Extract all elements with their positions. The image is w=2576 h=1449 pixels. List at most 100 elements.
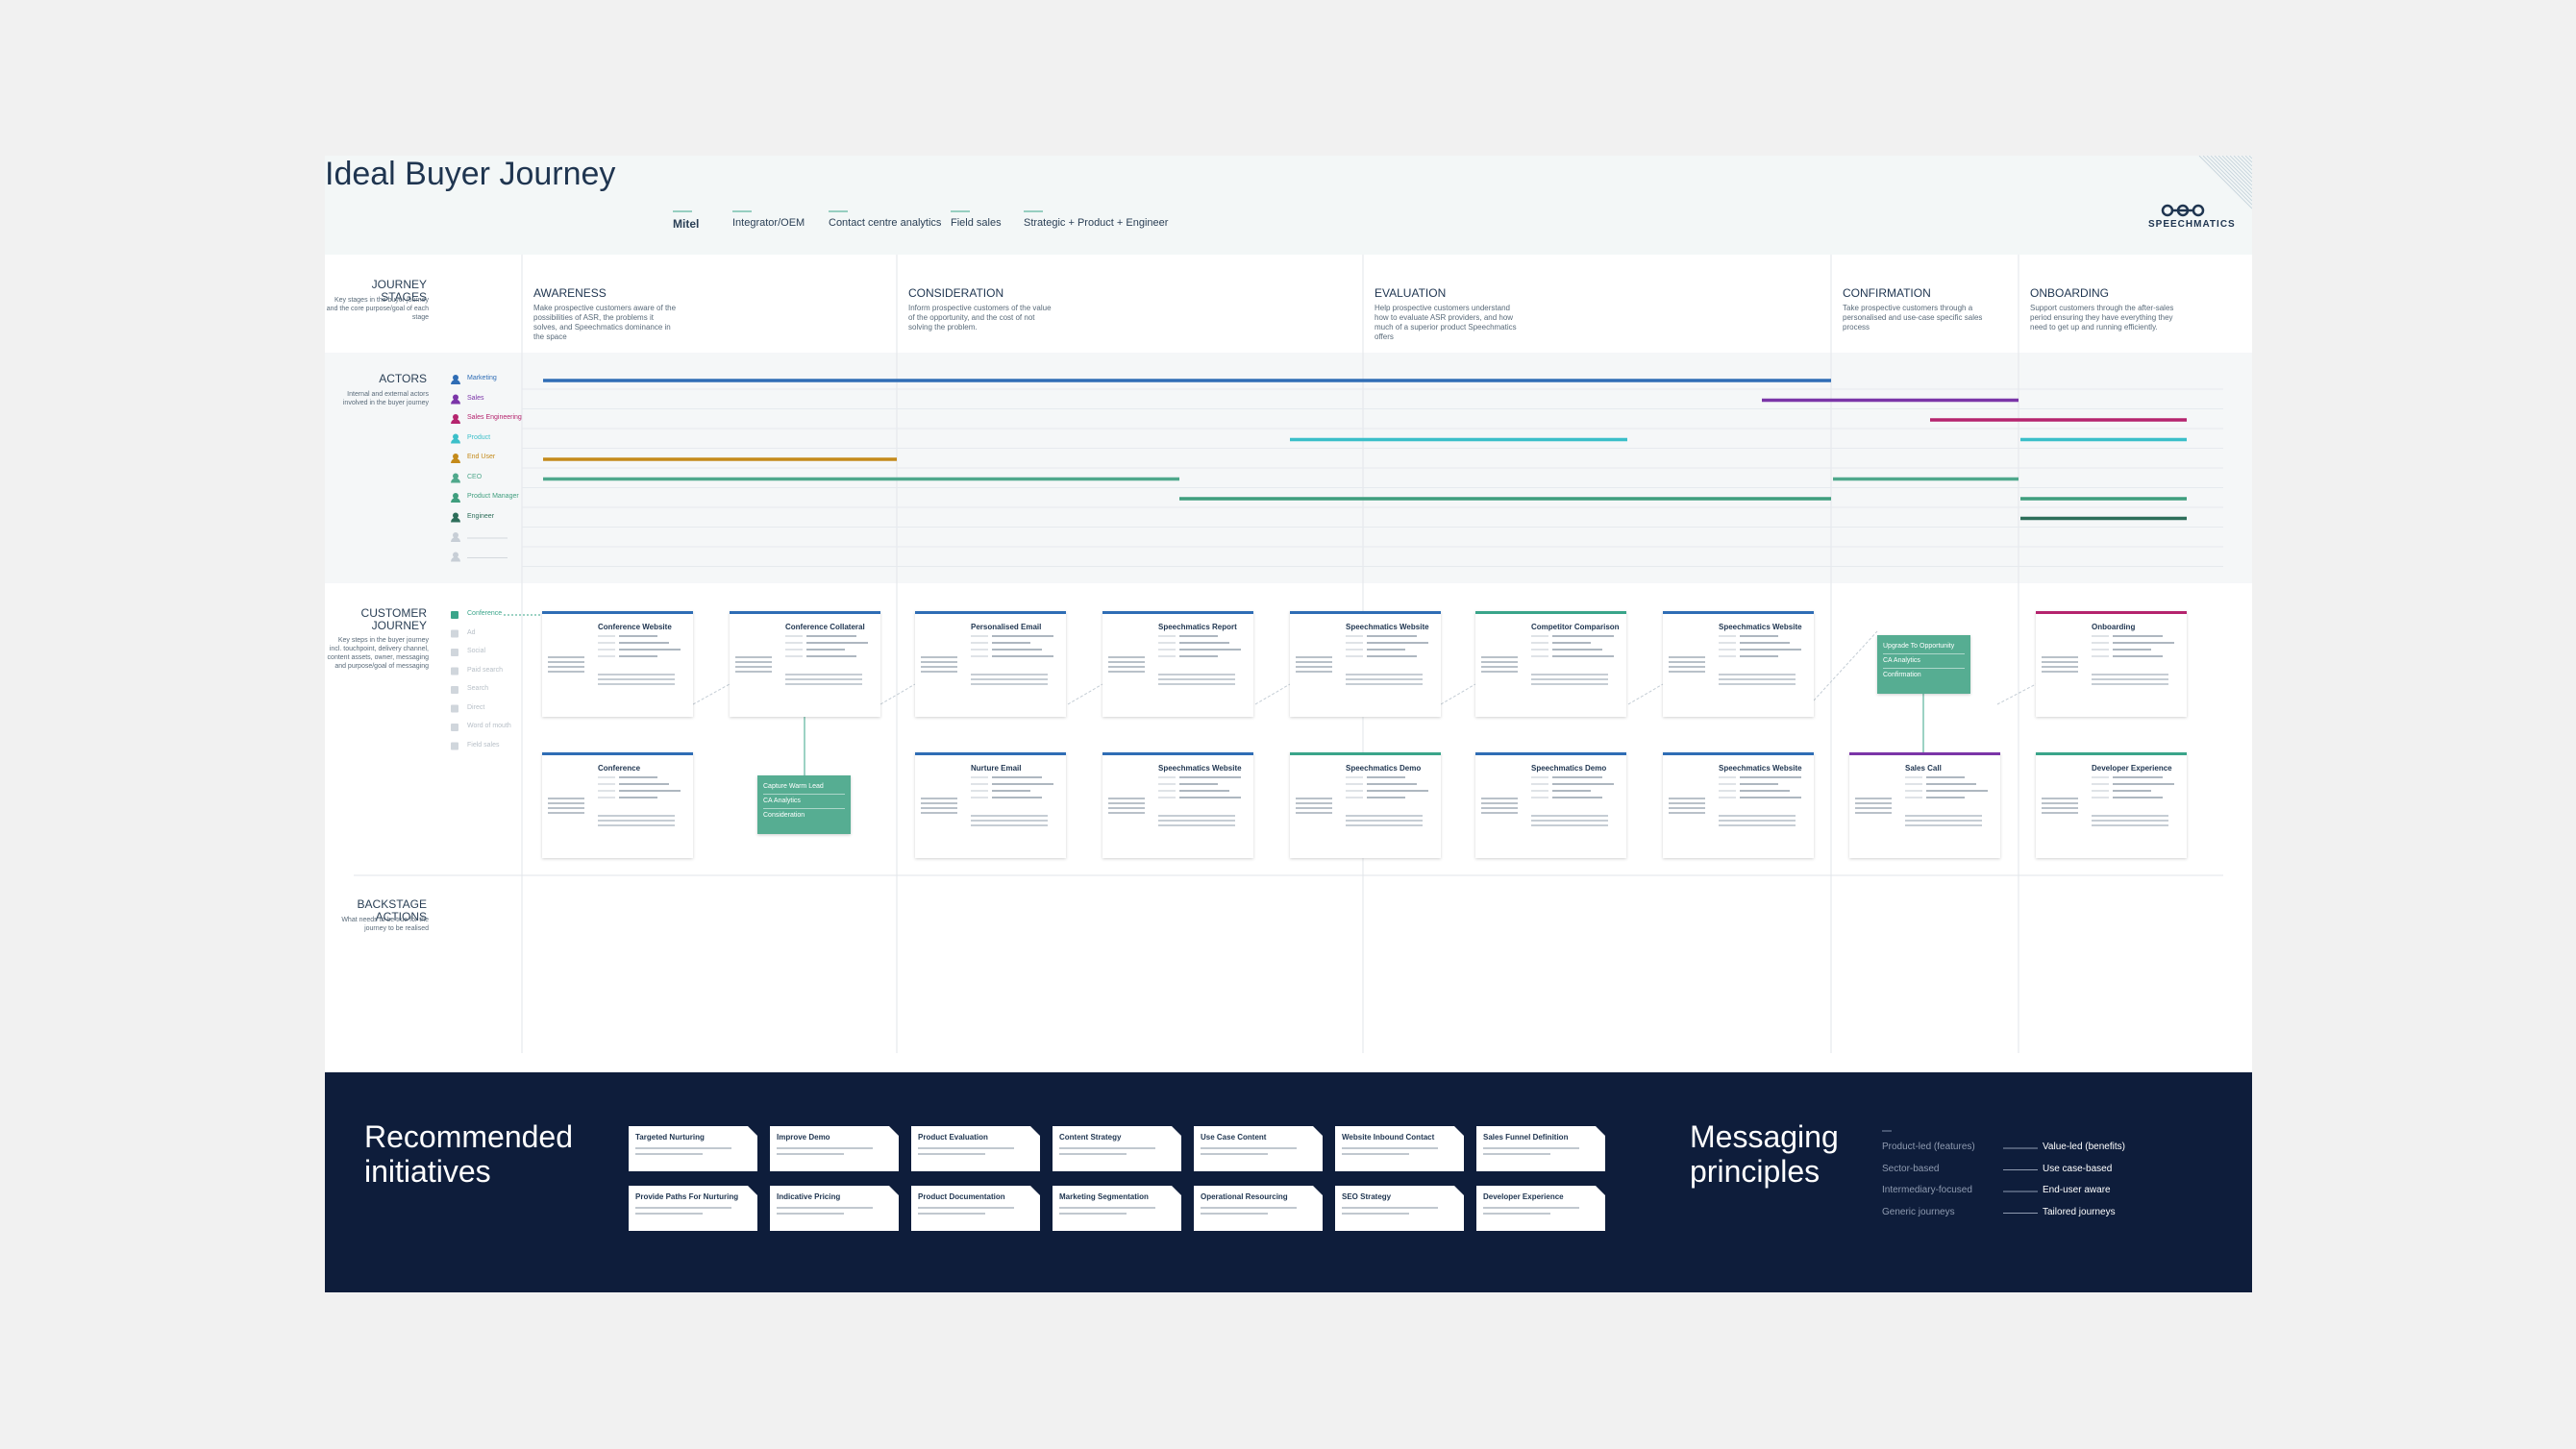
card-text <box>1669 671 1705 673</box>
card-text <box>1158 678 1235 680</box>
card-text <box>2092 824 2168 826</box>
actor-icon <box>453 473 458 479</box>
card-title: Speechmatics Website <box>1719 623 1802 631</box>
card-text <box>1481 798 1518 799</box>
card-text <box>1481 666 1518 668</box>
card-text <box>2092 815 2168 817</box>
card-field <box>598 783 615 785</box>
card-text <box>1669 807 1705 809</box>
header-band <box>325 156 2252 255</box>
card-field <box>1346 790 1363 792</box>
card-text <box>1719 683 1796 685</box>
card-field-value <box>1926 790 1988 792</box>
card-text <box>1108 798 1145 799</box>
actor-name: Marketing <box>467 375 497 381</box>
card-text <box>971 824 1048 826</box>
actor-icon <box>451 517 460 523</box>
card-text <box>971 820 1048 822</box>
card-text <box>1346 678 1423 680</box>
card-field <box>971 649 988 651</box>
card-field-value <box>619 655 657 657</box>
card-text <box>548 666 584 668</box>
card-text <box>1296 671 1332 673</box>
card-connector <box>1813 630 1878 701</box>
card-field-value <box>992 642 1030 644</box>
board-title: Ideal Buyer Journey <box>325 156 616 192</box>
actor-icon <box>453 512 458 519</box>
initiative-text <box>1342 1207 1438 1209</box>
card-field <box>2092 642 2109 644</box>
stage-name: CONSIDERATION <box>908 286 1004 300</box>
card-field <box>2092 635 2109 637</box>
card-text <box>1719 820 1796 822</box>
initiative-text <box>1201 1207 1297 1209</box>
journey-card: Sales Call <box>1849 752 2000 858</box>
initiative-text <box>635 1213 703 1215</box>
card-connector <box>879 683 916 705</box>
card-text <box>548 802 584 804</box>
initiative-card: Targeted Nurturing <box>629 1126 757 1171</box>
initiative-card: Product Documentation <box>911 1186 1040 1231</box>
legend-item: Strategic + Product + Engineer <box>1024 217 1169 229</box>
card-title: Competitor Comparison <box>1531 623 1620 631</box>
card-field-value <box>1367 776 1405 778</box>
board-graphics <box>325 156 2252 1292</box>
touchpoint-name: Word of mouth <box>467 723 511 729</box>
card-text <box>2092 820 2168 822</box>
card-field <box>1346 635 1363 637</box>
card-field-value <box>1740 642 1790 644</box>
card-text <box>2042 661 2078 663</box>
journey-card: Conference Collateral <box>730 611 880 717</box>
card-text <box>1669 802 1705 804</box>
card-text <box>1719 674 1796 675</box>
card-field <box>1719 797 1736 798</box>
touchpoint-name: Field sales <box>467 741 500 749</box>
touchpoint-name: Paid search <box>467 666 503 674</box>
milestone-text: CA Analytics <box>1883 657 1920 664</box>
milestone: Upgrade To Opportunity CA Analytics Confir… <box>1877 635 1970 694</box>
card-field-value <box>2113 776 2163 778</box>
card-field <box>1346 776 1363 778</box>
card-text <box>921 798 957 799</box>
card-title: Speechmatics Website <box>1719 764 1802 773</box>
logo-hatch <box>2221 156 2252 186</box>
card-text <box>1719 824 1796 826</box>
card-field-value <box>1552 776 1602 778</box>
card-field <box>1719 655 1736 657</box>
card-field-value <box>1179 655 1218 657</box>
card-field-value <box>1552 797 1602 798</box>
initiatives-panel <box>325 1072 2252 1292</box>
card-field-value <box>2113 649 2151 651</box>
card-text <box>2042 807 2078 809</box>
card-connector <box>1254 683 1291 705</box>
card-title: Speechmatics Website <box>1158 764 1242 773</box>
card-text <box>1481 661 1518 663</box>
logo-hatch <box>2229 156 2252 179</box>
card-field <box>1531 783 1548 785</box>
stage-text: Support customers through the after-sale… <box>2030 304 2174 332</box>
actor-name: Engineer <box>467 512 495 520</box>
card-title: Onboarding <box>2092 623 2136 631</box>
card-field-value <box>806 649 845 651</box>
actor-icon <box>453 375 458 381</box>
card-text <box>735 661 772 663</box>
journey-card: Speechmatics Report <box>1102 611 1253 717</box>
journey-card: Competitor Comparison <box>1475 611 1626 717</box>
card-field <box>1346 655 1363 657</box>
actor-icon <box>451 498 460 503</box>
actor-icon <box>453 433 458 440</box>
initiative-text <box>918 1153 985 1155</box>
logo-hatch <box>2233 156 2252 175</box>
actor-icon <box>451 438 460 444</box>
card-field <box>1158 783 1176 785</box>
principle-to: End-user aware <box>2043 1185 2111 1195</box>
card-text <box>1481 671 1518 673</box>
card-field-value <box>1740 649 1801 651</box>
principle-from: Sector-based <box>1882 1163 1940 1174</box>
actor-icon <box>453 532 458 538</box>
actor-name: End User <box>467 454 496 460</box>
card-field <box>971 776 988 778</box>
card-field <box>785 655 803 657</box>
initiative-text <box>635 1207 731 1209</box>
card-field <box>971 635 988 637</box>
